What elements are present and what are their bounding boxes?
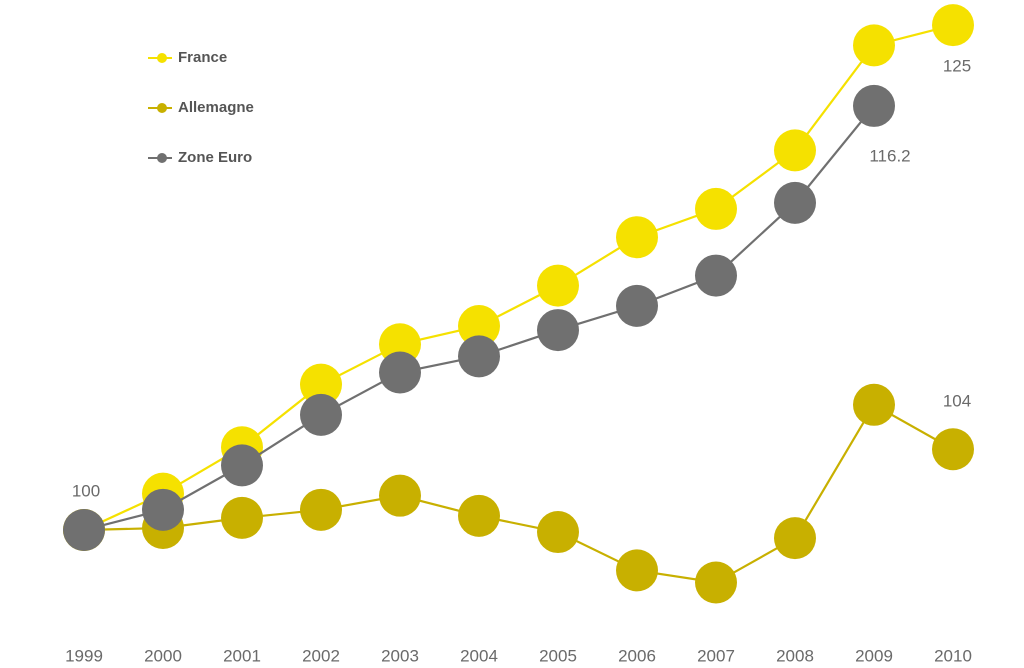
data-point xyxy=(695,187,737,230)
data-point xyxy=(695,561,737,604)
data-point xyxy=(695,254,737,297)
data-point xyxy=(458,494,500,537)
data-point xyxy=(537,309,579,352)
data-point xyxy=(932,4,974,47)
data-point xyxy=(853,383,895,426)
data-point xyxy=(616,216,658,259)
data-point xyxy=(142,488,184,531)
series xyxy=(63,84,895,552)
value-label: 100 xyxy=(72,481,100,500)
x-tick-label: 2001 xyxy=(223,646,261,665)
data-point xyxy=(63,509,105,552)
data-point xyxy=(300,363,342,406)
x-tick-label: 2002 xyxy=(302,646,340,665)
data-point xyxy=(300,488,342,531)
data-point xyxy=(853,84,895,127)
data-point xyxy=(774,517,816,560)
value-label: 125 xyxy=(943,56,971,75)
x-tick-label: 2003 xyxy=(381,646,419,665)
x-tick-label: 2000 xyxy=(144,646,182,665)
x-tick-label: 2007 xyxy=(697,646,735,665)
x-tick-label: 1999 xyxy=(65,646,103,665)
x-tick-label: 2005 xyxy=(539,646,577,665)
series xyxy=(63,4,974,552)
data-point xyxy=(616,284,658,327)
data-point xyxy=(616,549,658,592)
data-point xyxy=(300,393,342,436)
data-point xyxy=(853,24,895,67)
legend-marker xyxy=(157,103,167,113)
data-point xyxy=(458,305,500,348)
x-tick-label: 2004 xyxy=(460,646,498,665)
series xyxy=(63,383,974,604)
legend-marker xyxy=(157,153,167,163)
series-line xyxy=(83,403,954,584)
value-label: 104 xyxy=(943,391,971,410)
data-point xyxy=(932,428,974,471)
x-tick-label: 2006 xyxy=(618,646,656,665)
data-point xyxy=(458,335,500,378)
legend-label: France xyxy=(178,49,227,66)
legend-label: Allemagne xyxy=(178,99,254,116)
data-point xyxy=(537,264,579,307)
data-point xyxy=(221,444,263,487)
data-point xyxy=(379,351,421,394)
legend-marker xyxy=(157,53,167,63)
data-point xyxy=(774,129,816,172)
data-point xyxy=(774,181,816,224)
data-point xyxy=(221,496,263,539)
value-label: 116.2 xyxy=(869,146,910,165)
legend-label: Zone Euro xyxy=(178,149,252,166)
x-tick-label: 2008 xyxy=(776,646,814,665)
x-tick-label: 2010 xyxy=(934,646,972,665)
plot-area xyxy=(63,4,974,604)
x-tick-label: 2009 xyxy=(855,646,893,665)
data-point xyxy=(537,511,579,554)
data-point xyxy=(379,474,421,517)
